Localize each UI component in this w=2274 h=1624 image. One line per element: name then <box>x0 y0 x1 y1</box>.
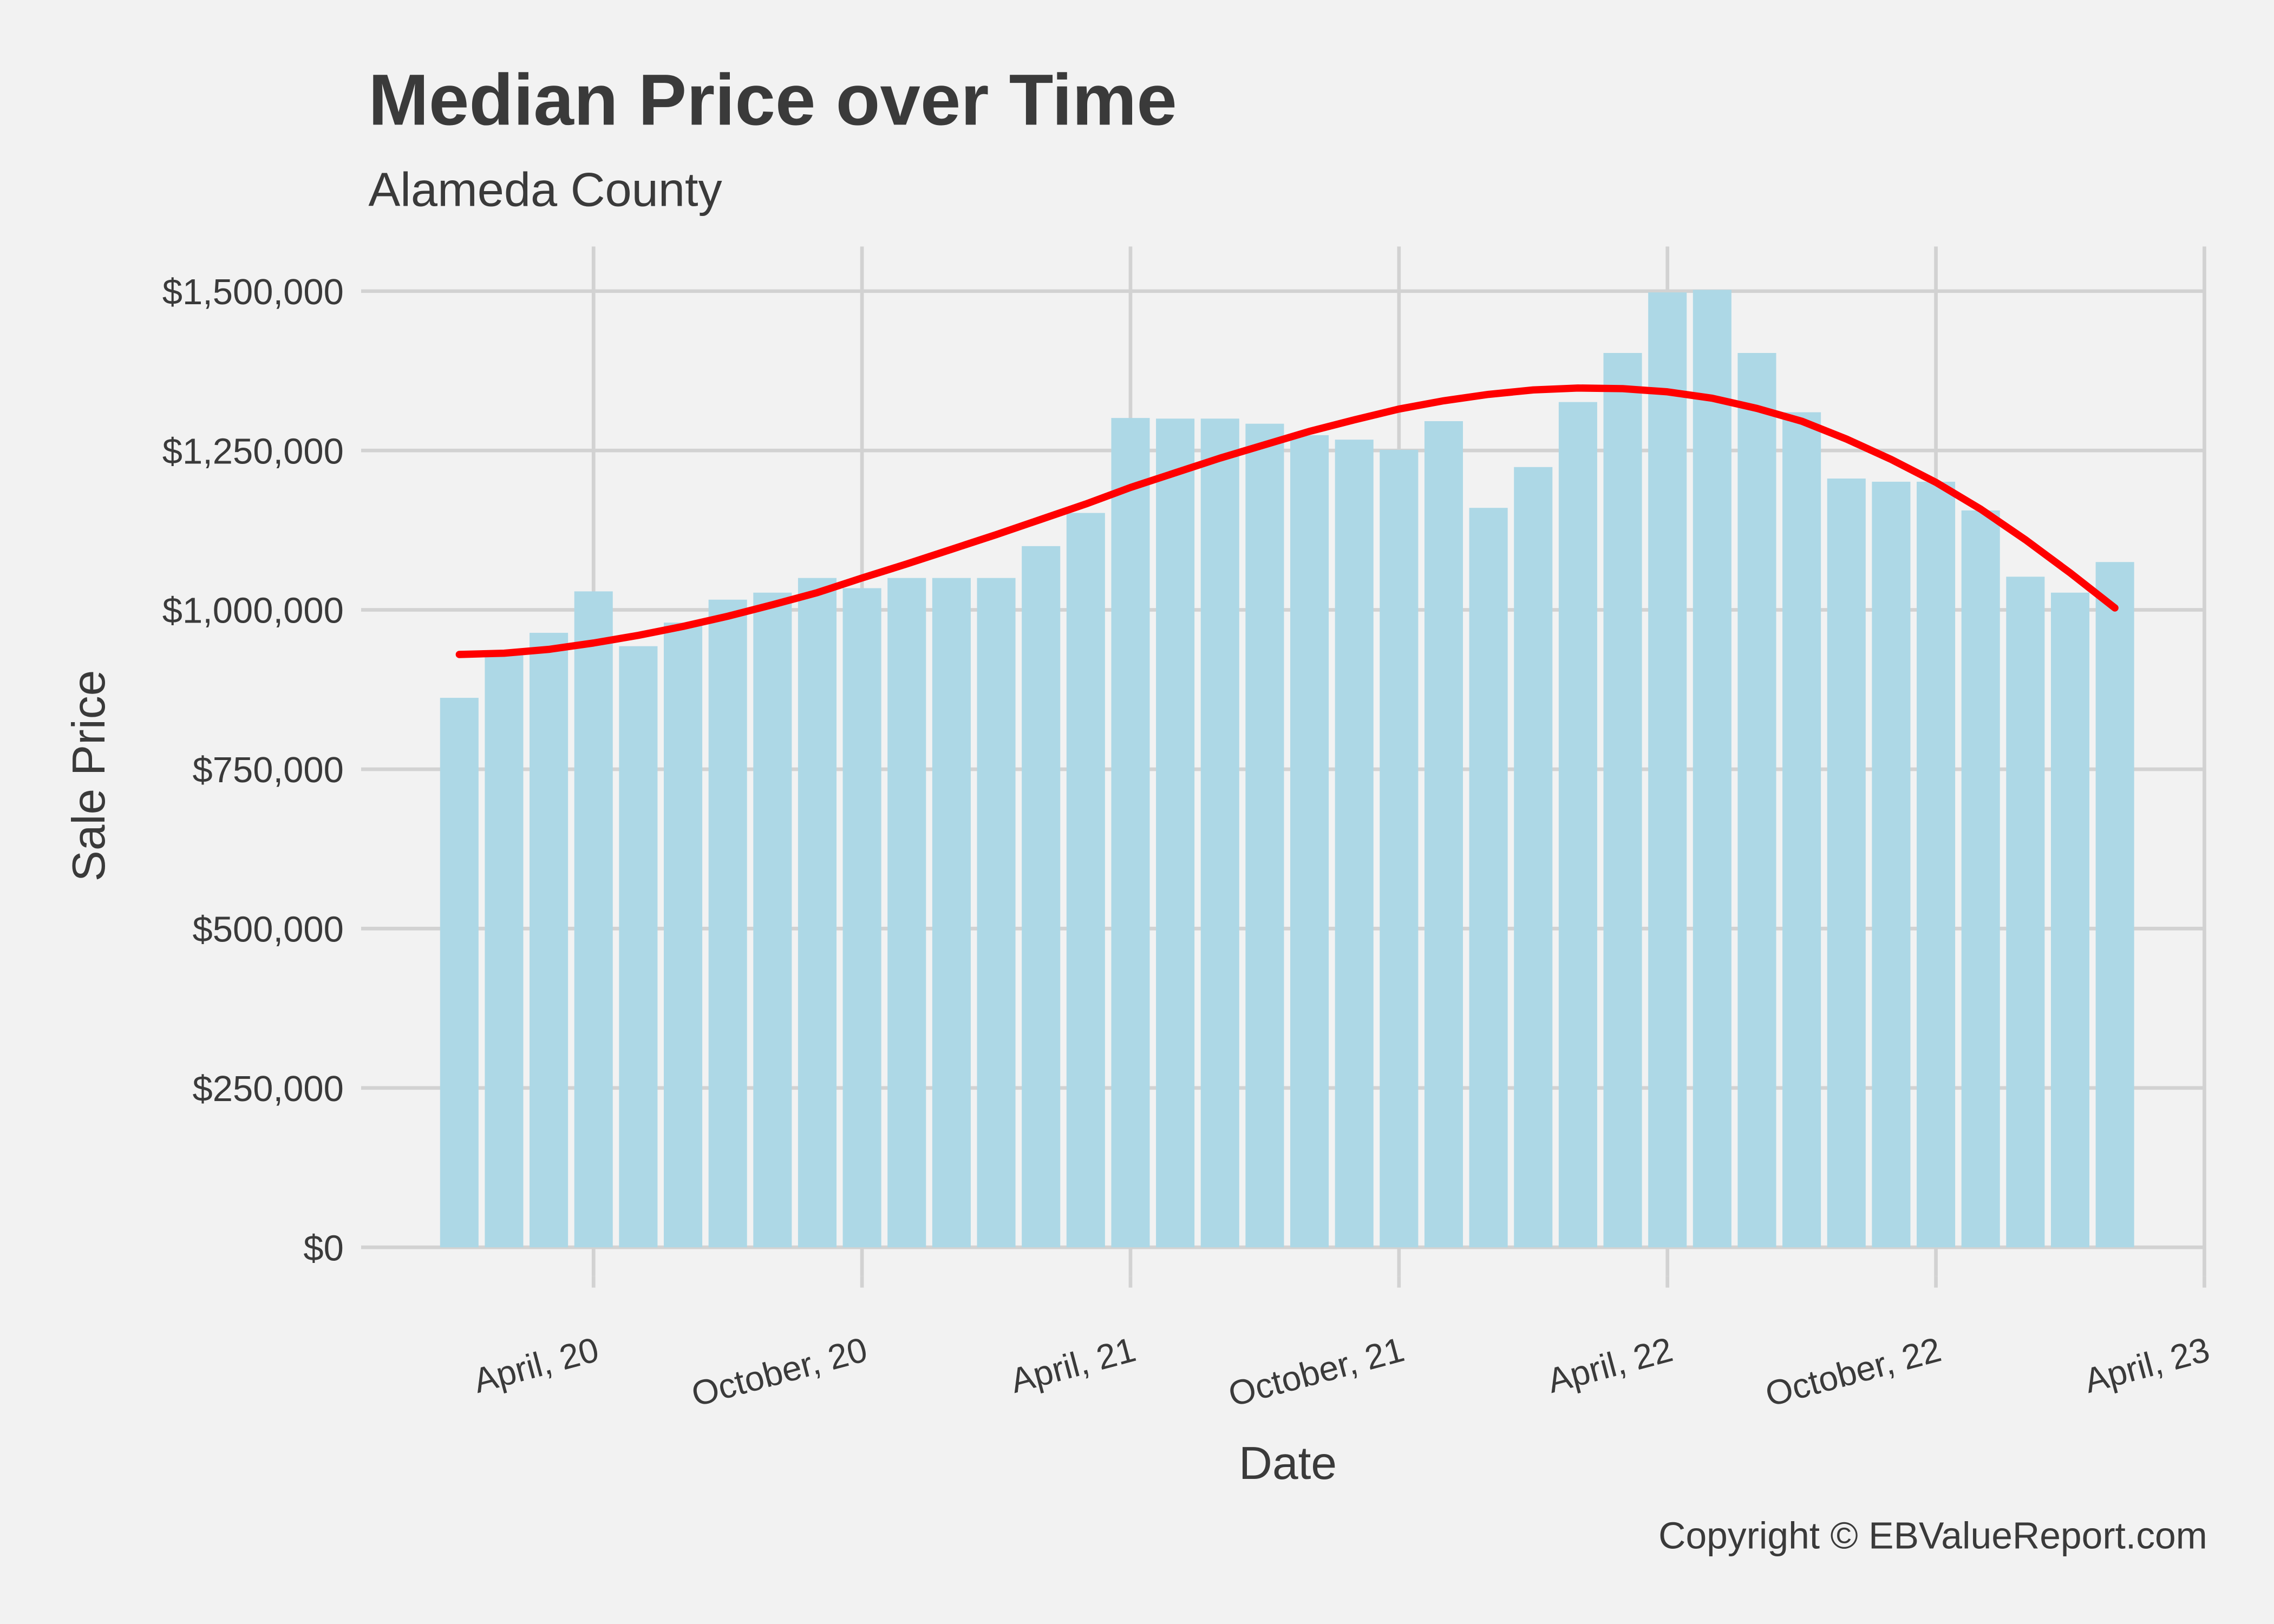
bar <box>2095 562 2134 1248</box>
chart-title: Median Price over Time <box>368 60 1177 140</box>
bar <box>1156 418 1195 1248</box>
y-tick-label: $750,000 <box>193 750 344 790</box>
bar <box>1245 423 1284 1248</box>
bar <box>1066 513 1105 1248</box>
y-tick-label: $1,250,000 <box>162 431 344 472</box>
y-tick-label: $250,000 <box>193 1069 344 1109</box>
bar <box>440 698 479 1248</box>
y-tick-label: $1,500,000 <box>162 272 344 312</box>
bar <box>1380 450 1419 1248</box>
bar <box>842 588 881 1248</box>
bar <box>887 578 926 1248</box>
bar <box>2050 592 2090 1248</box>
bar <box>1111 418 1150 1248</box>
y-tick-label: $500,000 <box>193 909 344 949</box>
bar <box>574 591 613 1248</box>
bar <box>1917 481 1956 1248</box>
bar <box>1693 290 1731 1248</box>
trend-line <box>455 384 2119 658</box>
x-axis-title: Date <box>1239 1437 1337 1489</box>
caption: Copyright © EBValueReport.com <box>1658 1515 2207 1557</box>
bar <box>530 632 568 1248</box>
bar <box>1290 435 1329 1248</box>
y-tick-label: $0 <box>303 1228 343 1268</box>
bar <box>1558 402 1597 1248</box>
bar <box>1022 546 1061 1248</box>
bar <box>485 654 524 1248</box>
bar <box>1827 478 1866 1248</box>
bar <box>1737 353 1776 1248</box>
bar <box>1424 421 1463 1248</box>
bar <box>664 623 703 1248</box>
bar <box>1961 510 2000 1248</box>
bar <box>1200 418 1239 1248</box>
bar <box>798 578 837 1248</box>
bar <box>619 646 658 1248</box>
y-tick-label: $1,000,000 <box>162 591 344 631</box>
chart-subtitle: Alameda County <box>368 162 722 216</box>
bar <box>1514 467 1553 1248</box>
y-axis-title: Sale Price <box>63 670 115 882</box>
bar <box>1648 292 1687 1248</box>
bar <box>2006 577 2045 1248</box>
bar <box>1603 353 1642 1248</box>
bar <box>1469 508 1508 1248</box>
bar <box>1872 481 1911 1248</box>
bar <box>753 592 792 1248</box>
bar <box>1782 412 1821 1248</box>
bar <box>932 578 971 1248</box>
bar <box>708 599 747 1248</box>
bar <box>1335 440 1374 1248</box>
bar <box>977 578 1016 1248</box>
